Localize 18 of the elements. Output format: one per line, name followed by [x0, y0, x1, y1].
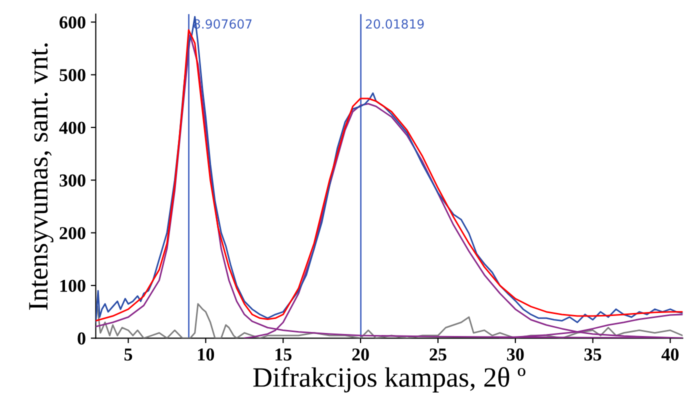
- y-tick-label: 400: [59, 122, 86, 134]
- y-tick-label: 0: [78, 332, 86, 345]
- x-tick-label: 5: [124, 348, 132, 361]
- x-tick-label: 15: [276, 348, 292, 361]
- x-tick-label: 25: [430, 348, 446, 361]
- x-tick-label: 35: [584, 348, 602, 361]
- x-tick-label: 10: [198, 348, 214, 361]
- x-tick-label: 30: [507, 348, 524, 361]
- y-tick-label: 100: [60, 280, 86, 292]
- y-tick-label: 600: [60, 16, 86, 29]
- y-tick-label: 200: [60, 227, 86, 240]
- y-tick-label: 300: [60, 174, 86, 187]
- x-tick-label: 40: [661, 348, 679, 361]
- y-tick-label: 500: [60, 69, 86, 82]
- x-tick-label: 20: [352, 348, 369, 361]
- y-axis-title: Intensyvumas, sant. vnt.: [29, 43, 54, 310]
- ref-line-label: 20.01819: [366, 19, 424, 29]
- x-axis-title: Difrakcijos kampas, 2θ º: [253, 367, 526, 393]
